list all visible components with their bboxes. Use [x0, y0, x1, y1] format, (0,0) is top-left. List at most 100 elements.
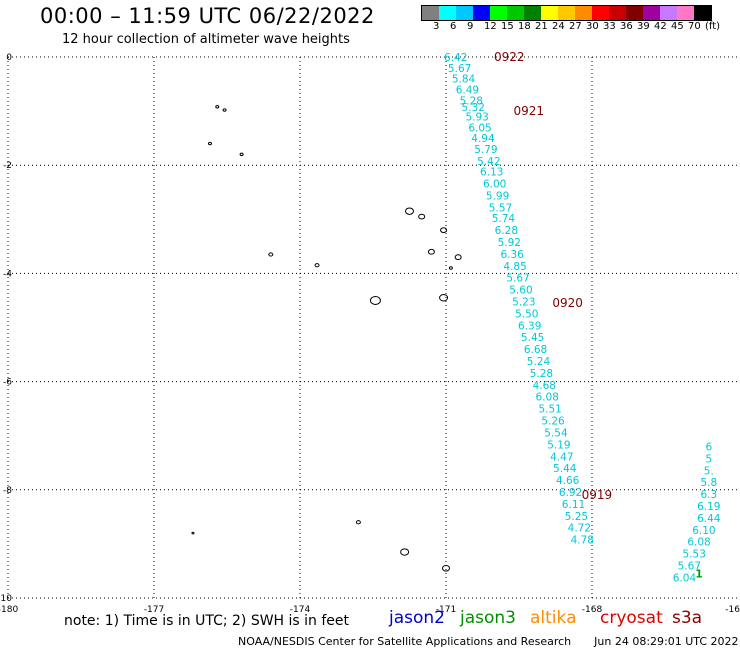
wave-height-value: 6.36 [500, 249, 524, 261]
color-swatch [694, 6, 711, 20]
color-scale-label: 42 [654, 21, 667, 32]
wave-height-value: 6.11 [562, 499, 585, 511]
credit-organization: NOAA/NESDIS Center for Satellite Applica… [238, 635, 572, 648]
color-scale-label: 27 [569, 21, 582, 32]
wave-height-value: 5.50 [515, 308, 538, 320]
latitude-tick-label: 0 [6, 53, 12, 63]
wave-height-value: 5.79 [474, 144, 497, 156]
credit-timestamp: Jun 24 08:29:01 UTC 2022 [594, 635, 739, 648]
wave-height-value: 5.57 [489, 202, 512, 214]
latitude-tick-label: -6 [3, 378, 12, 388]
island-outline [400, 548, 410, 556]
wave-height-value: 5.28 [460, 95, 483, 107]
wave-height-value: 6 [705, 442, 712, 454]
island-outline [215, 105, 220, 109]
longitude-tick-label: -16 [725, 605, 740, 615]
color-scale-label: 3 [433, 21, 440, 32]
wave-height-value: 5.23 [512, 297, 535, 309]
color-scale-label: 36 [620, 21, 633, 32]
wave-height-value: 5.93 [465, 112, 488, 124]
wave-height-value: 6.04 [673, 572, 697, 584]
wave-height-value: 5.84 [452, 74, 476, 86]
color-swatch [473, 6, 490, 20]
wave-height-value: 5.99 [486, 190, 509, 202]
wave-height-value: 5.32 [462, 102, 485, 114]
color-swatch [524, 6, 541, 20]
island-outlines [191, 105, 462, 572]
wave-height-value: 5 [705, 453, 712, 465]
footer-note: note: 1) Time is in UTC; 2) SWH is in fe… [64, 613, 350, 629]
color-swatch [558, 6, 575, 20]
latitude-tick-label: -4 [3, 269, 12, 279]
wave-height-value: 6.28 [495, 225, 518, 237]
island-outline [440, 227, 448, 234]
longitude-tick-label: -180 [0, 605, 18, 615]
wave-height-value: 4.85 [503, 261, 526, 273]
wave-height-value: 6.08 [687, 537, 710, 549]
wave-height-value: 6.19 [697, 501, 720, 513]
color-scale-label: 15 [501, 21, 514, 32]
island-outline [454, 254, 462, 261]
island-outline [191, 531, 195, 535]
axis-labels: -180 -177 -174 -171 -168 -16 0 -2 -4 -6 -8 -10 [0, 53, 740, 615]
color-swatch [660, 6, 677, 20]
latitude-tick-label: -2 [3, 161, 12, 171]
satellite-legend-altika: altika [530, 608, 577, 628]
wave-height-value: 5.53 [683, 549, 706, 561]
wave-height-value: 5.26 [541, 416, 565, 428]
island-outline [369, 295, 381, 305]
wave-height-value: 6.00 [483, 179, 506, 191]
island-outline [222, 108, 227, 112]
wave-height-value: 4.72 [568, 523, 591, 535]
wave-height-value: 4.47 [550, 451, 573, 463]
color-swatch [626, 6, 643, 20]
color-swatch [507, 6, 524, 20]
wave-height-value: 5.92 [498, 237, 521, 249]
color-swatch [490, 6, 507, 20]
longitude-tick-label: -171 [436, 605, 456, 615]
satellite-legend-cryosat: cryosat [600, 608, 663, 628]
color-swatch [592, 6, 609, 20]
pass-time-label: 0919 [582, 488, 613, 502]
wave-height-value: 5.8 [700, 477, 717, 489]
color-scale-label: 21 [535, 21, 548, 32]
longitude-tick-label: -174 [290, 605, 311, 615]
wave-height-value: 5.44 [553, 463, 577, 475]
color-scale-label: 6 [450, 21, 457, 32]
wave-height-value: 5.42 [477, 156, 500, 168]
pass-time-label: 0920 [552, 296, 583, 310]
wave-height-value: 5.54 [544, 427, 568, 439]
color-scale-label: 39 [637, 21, 650, 32]
wave-height-value: 5. [704, 465, 714, 477]
color-scale-label: 33 [603, 21, 616, 32]
wave-height-value: 5.45 [521, 332, 544, 344]
island-outline [442, 564, 450, 572]
wave-height-value: 6.10 [692, 525, 715, 537]
island-outline [355, 520, 361, 525]
wave-height-value: 5.19 [547, 439, 570, 451]
color-scale-label: (ft) [705, 21, 721, 32]
wave-height-value: 6.08 [536, 392, 559, 404]
wave-height-value: 6.13 [480, 167, 503, 179]
island-outline [239, 152, 244, 157]
pass-time-label: 0921 [513, 104, 544, 118]
island-outline [268, 252, 274, 257]
wave-height-value: 5.67 [448, 63, 471, 75]
footer-credit: NOAA/NESDIS Center for Satellite Applica… [238, 635, 739, 648]
island-outline [418, 213, 426, 220]
wave-height-value: 4.94 [471, 133, 495, 145]
color-swatch [439, 6, 456, 20]
wave-height-value: 4.78 [571, 535, 594, 547]
island-outline [448, 266, 453, 270]
color-scale-label: 45 [671, 21, 684, 32]
wave-height-tracks: 6.425.675.846.495.285.325.936.054.945.79… [444, 52, 721, 584]
color-scale-bar [421, 5, 712, 21]
satellite-legend-jason3: jason3 [460, 608, 516, 628]
wave-height-value: 5.74 [492, 213, 516, 225]
longitude-tick-label: -177 [144, 605, 164, 615]
wave-height-value: 1 [695, 569, 702, 581]
wave-height-value: 5.67 [678, 561, 701, 573]
color-swatch [609, 6, 626, 20]
wave-height-value: 5.51 [538, 404, 561, 416]
